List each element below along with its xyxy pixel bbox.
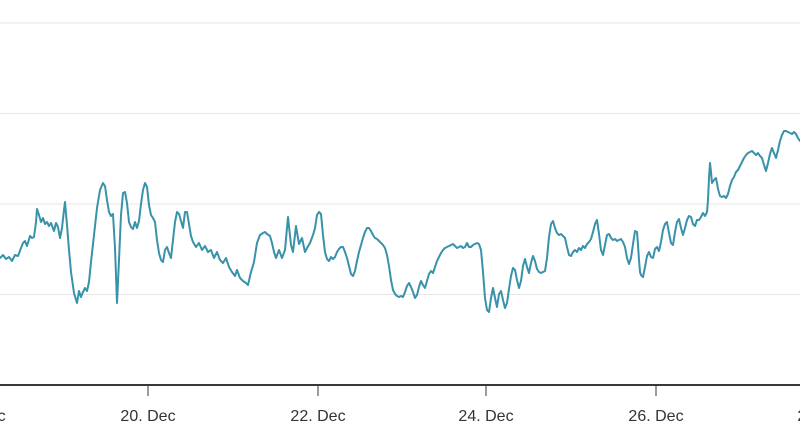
x-axis-label: 24. Dec — [458, 408, 513, 425]
x-axis-label: 28. Dec — [797, 408, 800, 425]
y-gridlines — [0, 22, 800, 295]
x-axis-label: 18. Dec — [0, 408, 6, 425]
x-axis-label: 22. Dec — [290, 408, 345, 425]
x-axis-label: 20. Dec — [120, 408, 175, 425]
series-line — [0, 130, 800, 313]
x-axis-ticks — [147, 386, 657, 396]
x-axis-label: 26. Dec — [628, 408, 683, 425]
x-axis-labels: 18. Dec 20. Dec 22. Dec 24. Dec 26. Dec 28. D… — [0, 408, 800, 425]
